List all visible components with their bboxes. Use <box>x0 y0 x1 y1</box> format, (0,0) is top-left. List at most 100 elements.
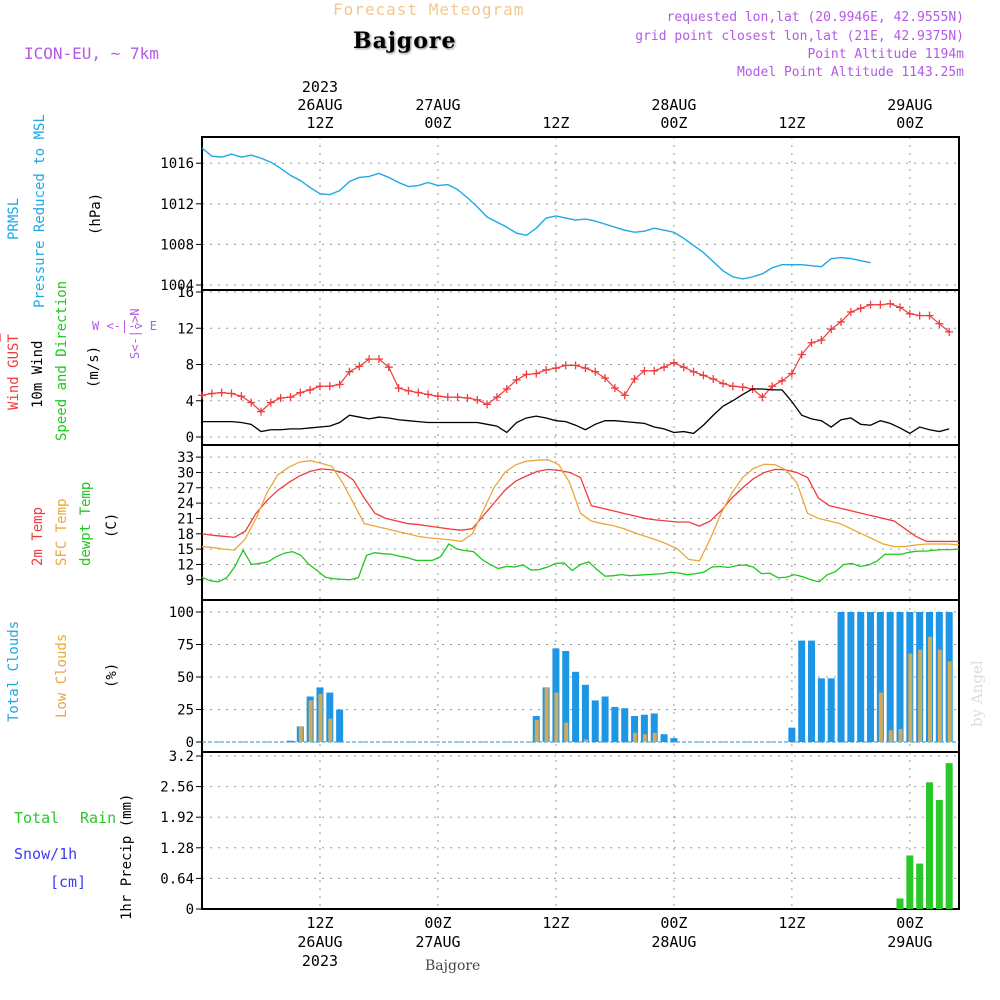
total-clouds-bar <box>660 734 668 742</box>
y-tick-label: 2.56 <box>160 780 194 796</box>
y-tick-label: 1012 <box>160 197 194 213</box>
x-tick-label-bottom: 12Z <box>306 914 333 932</box>
y-tick-label: 0 <box>186 902 194 918</box>
sfc-temp-line <box>201 459 960 562</box>
y-tick-label: 1004 <box>160 278 194 294</box>
x-tick-label-bottom: 12Z <box>542 914 569 932</box>
low-clouds-bar <box>937 649 942 742</box>
model-label: ICON-EU, ~ 7km <box>24 44 159 63</box>
total-clouds-bar <box>670 738 678 742</box>
meteogram-title: Forecast Meteogram <box>333 0 525 19</box>
y-tick-label: 0 <box>186 735 194 751</box>
y-tick-label: 75 <box>177 638 194 654</box>
total-clouds-bar <box>857 612 865 742</box>
precip-bar <box>906 855 914 909</box>
y-tick-label: 1016 <box>160 156 194 172</box>
y-tick-label: 1.28 <box>160 841 194 857</box>
model-altitude: Model Point Altitude 1143.25m <box>737 65 964 80</box>
x-tick-label-top: 00Z <box>424 114 451 132</box>
point-altitude: Point Altitude 1194m <box>807 47 964 62</box>
total-clouds-bar <box>611 706 619 742</box>
x-tick-label-top: 28AUG <box>651 96 696 114</box>
precip-total-label: Total <box>14 809 60 827</box>
panel-frame <box>201 136 960 291</box>
location-name: Bajgore <box>353 28 457 54</box>
panel-frame <box>201 751 960 910</box>
t2m-line <box>201 468 959 543</box>
y-tick-label: 12 <box>177 321 194 337</box>
snow-unit-label: [cm] <box>50 873 87 891</box>
precip-bar <box>926 782 934 909</box>
y-tick-label: 1008 <box>160 237 194 253</box>
total-clouds-bar <box>827 678 835 742</box>
y-tick-label: 9 <box>186 573 194 589</box>
y-tick-label: 100 <box>169 605 194 621</box>
total-clouds-bar <box>621 708 629 742</box>
total-clouds-bar <box>650 713 658 742</box>
low-clouds-bar <box>642 734 647 742</box>
low-clouds-bar <box>298 726 303 742</box>
total-clouds-bar <box>591 700 599 742</box>
x-tick-label-top: 12Z <box>306 114 333 132</box>
precip-bar <box>896 898 904 909</box>
precip-bar <box>945 763 953 909</box>
y-tick-label: 3.2 <box>169 749 194 765</box>
wind-gust-line <box>201 303 950 413</box>
pressure-line <box>201 147 871 280</box>
total-clouds-bar <box>788 727 796 742</box>
x-tick-label-bottom: 27AUG <box>415 933 460 951</box>
low-clouds-bar <box>888 730 893 742</box>
low-clouds-bar <box>947 661 952 742</box>
x-tick-label-bottom: 00Z <box>660 914 687 932</box>
y-tick-label: 33 <box>177 450 194 466</box>
y-tick-label: 4 <box>186 394 194 410</box>
low-clouds-bar <box>583 739 588 742</box>
low-clouds-bar <box>633 732 638 742</box>
y-tick-label: 50 <box>177 670 194 686</box>
grid-point-coordinates: grid point closest lon,lat (21E, 42.9375… <box>635 29 964 44</box>
y-tick-label: 8 <box>186 358 194 374</box>
low-clouds-bar <box>318 693 323 742</box>
x-tick-label-bottom: 2023 <box>302 952 338 970</box>
x-tick-label-bottom: 12Z <box>778 914 805 932</box>
low-clouds-bar <box>908 653 913 742</box>
precip-bar <box>916 863 924 909</box>
panel-frame <box>201 599 960 753</box>
y-tick-label: 0.64 <box>160 871 194 887</box>
x-tick-label-bottom: 00Z <box>424 914 451 932</box>
requested-coordinates: requested lon,lat (20.9946E, 42.9555N) <box>666 10 964 25</box>
total-clouds-bar <box>837 612 845 742</box>
total-clouds-bar <box>808 640 816 742</box>
x-tick-label-top: 2023 <box>302 78 338 96</box>
x-tick-label-top: 00Z <box>896 114 923 132</box>
y-tick-label: 15 <box>177 542 194 558</box>
panel-frame <box>201 289 960 446</box>
low-clouds-bar <box>918 649 923 742</box>
total-clouds-bar <box>867 612 875 742</box>
low-clouds-bar <box>878 692 883 742</box>
wind10-line <box>202 388 950 435</box>
total-clouds-bar <box>640 714 648 742</box>
x-tick-label-bottom: 26AUG <box>297 933 342 951</box>
total-clouds-bar <box>798 640 806 742</box>
compass-we-label: W <-|-> E <box>92 319 158 333</box>
total-clouds-bar <box>817 678 825 742</box>
total-clouds-bar <box>876 612 884 742</box>
y-tick-label: 16 <box>177 285 194 301</box>
x-tick-label-bottom: 28AUG <box>651 933 696 951</box>
low-clouds-bar <box>928 636 933 742</box>
dewpt-line <box>201 543 960 583</box>
precip-bar <box>935 799 943 909</box>
x-tick-label-top: 27AUG <box>415 96 460 114</box>
y-tick-label: 18 <box>177 527 194 543</box>
low-clouds-bar <box>564 722 569 742</box>
low-clouds-bar <box>898 729 903 742</box>
y-tick-label: 12 <box>177 557 194 573</box>
low-clouds-bar <box>534 719 539 742</box>
total-clouds-bar <box>286 740 294 742</box>
total-clouds-bar <box>326 692 334 742</box>
total-clouds-bar <box>847 612 855 742</box>
y-tick-label: 27 <box>177 481 194 497</box>
x-tick-label-bottom: 29AUG <box>887 933 932 951</box>
